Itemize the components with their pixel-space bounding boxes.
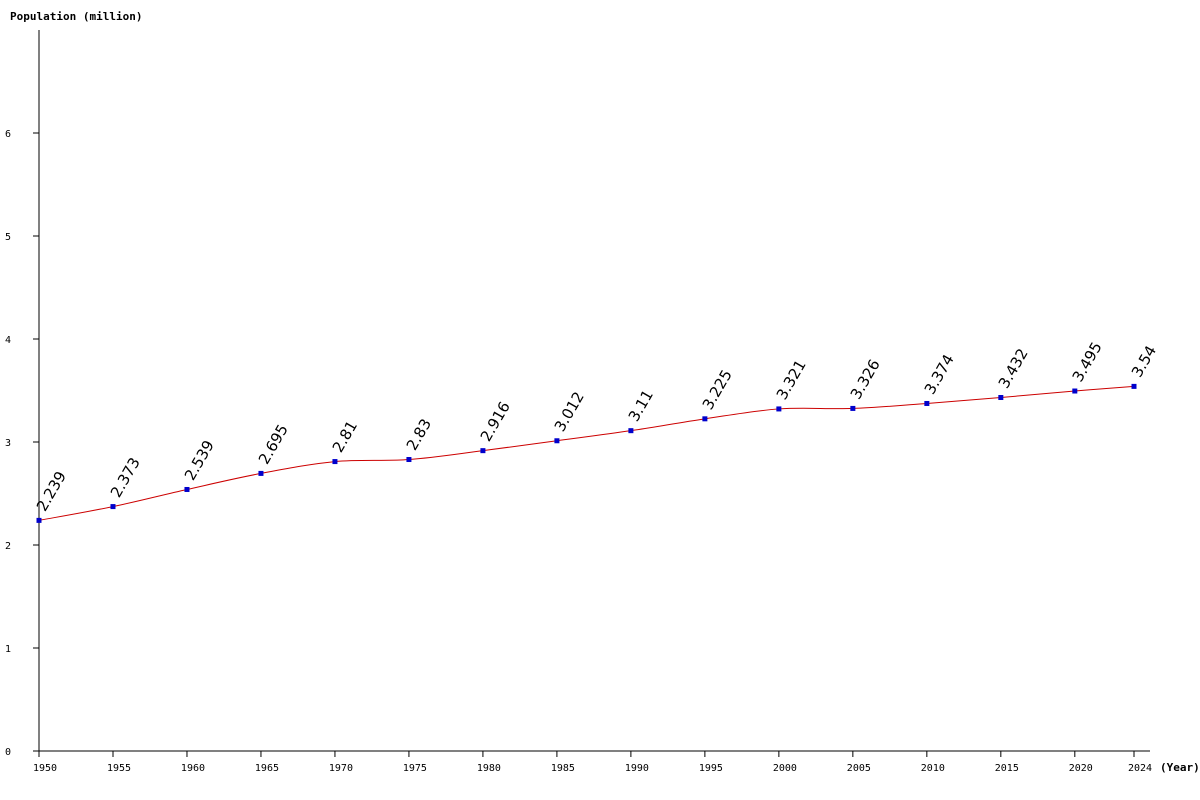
y-tick-label: 0 [5, 747, 11, 758]
x-tick-label: 1985 [551, 763, 575, 774]
x-tick-label: 1995 [699, 763, 723, 774]
data-point-marker [406, 457, 412, 463]
x-tick-label: 1975 [403, 763, 427, 774]
x-tick-label: 2000 [773, 763, 797, 774]
y-tick-label: 6 [5, 129, 11, 140]
data-point-label: 3.495 [1069, 339, 1106, 385]
series-data-labels: 2.239 2.373 2.539 2.695 2.81 2.83 2.916 3.012 3.… [33, 339, 1160, 515]
data-point-marker [1072, 388, 1078, 394]
data-point-marker [776, 406, 782, 412]
data-point-label: 3.326 [847, 356, 884, 402]
data-point-label: 2.83 [403, 416, 435, 454]
data-point-label: 3.54 [1128, 342, 1160, 380]
x-tick-label: 2010 [921, 763, 945, 774]
data-point-label: 3.321 [773, 357, 810, 403]
series-markers [36, 383, 1137, 523]
data-point-marker [554, 438, 560, 444]
x-tick-label: 1965 [255, 763, 279, 774]
y-tick-label: 2 [5, 541, 11, 552]
data-point-marker [1131, 383, 1137, 389]
series-line [38, 385, 1135, 521]
y-tick-label: 5 [5, 232, 11, 243]
y-tick-label: 4 [5, 335, 11, 346]
x-tick-label: 1950 [33, 763, 57, 774]
x-tick-label: 2024 [1128, 763, 1152, 774]
x-axis-ticks: 1950 1955 1960 1965 1970 1975 1980 1985 1990 1995… [33, 751, 1152, 774]
y-tick-label: 3 [5, 438, 11, 449]
data-point-label: 2.539 [181, 437, 218, 483]
y-axis-title: Population (million) [10, 10, 142, 23]
data-point-marker [258, 470, 264, 476]
x-tick-label: 2005 [847, 763, 871, 774]
x-tick-label: 1955 [107, 763, 131, 774]
data-point-label: 3.012 [551, 389, 588, 435]
data-point-label: 2.373 [107, 454, 144, 500]
data-point-marker [998, 395, 1004, 401]
data-point-marker [924, 400, 930, 406]
data-point-label: 2.916 [477, 398, 514, 444]
x-axis-title: (Year) [1160, 761, 1200, 774]
x-tick-label: 1970 [329, 763, 353, 774]
data-point-marker [110, 504, 116, 510]
data-point-label: 2.695 [255, 421, 292, 467]
data-point-marker [184, 486, 190, 492]
x-tick-label: 1960 [181, 763, 205, 774]
data-point-marker [702, 416, 708, 422]
x-tick-label: 1980 [477, 763, 501, 774]
data-point-label: 3.11 [625, 387, 657, 425]
data-point-label: 3.374 [921, 351, 958, 397]
data-point-label: 3.225 [699, 367, 736, 413]
data-point-label: 2.239 [33, 468, 70, 514]
data-point-label: 3.432 [995, 345, 1032, 391]
data-point-marker [332, 459, 338, 465]
x-tick-label: 1990 [625, 763, 649, 774]
y-tick-label: 1 [5, 644, 11, 655]
x-tick-label: 2015 [995, 763, 1019, 774]
data-point-marker [36, 517, 42, 523]
data-point-marker [480, 448, 486, 454]
data-point-marker [850, 405, 856, 411]
data-point-marker [628, 428, 634, 434]
y-axis-ticks: 0 1 2 3 4 5 6 [5, 129, 39, 758]
data-point-label: 2.81 [329, 418, 361, 456]
x-tick-label: 2020 [1069, 763, 1093, 774]
